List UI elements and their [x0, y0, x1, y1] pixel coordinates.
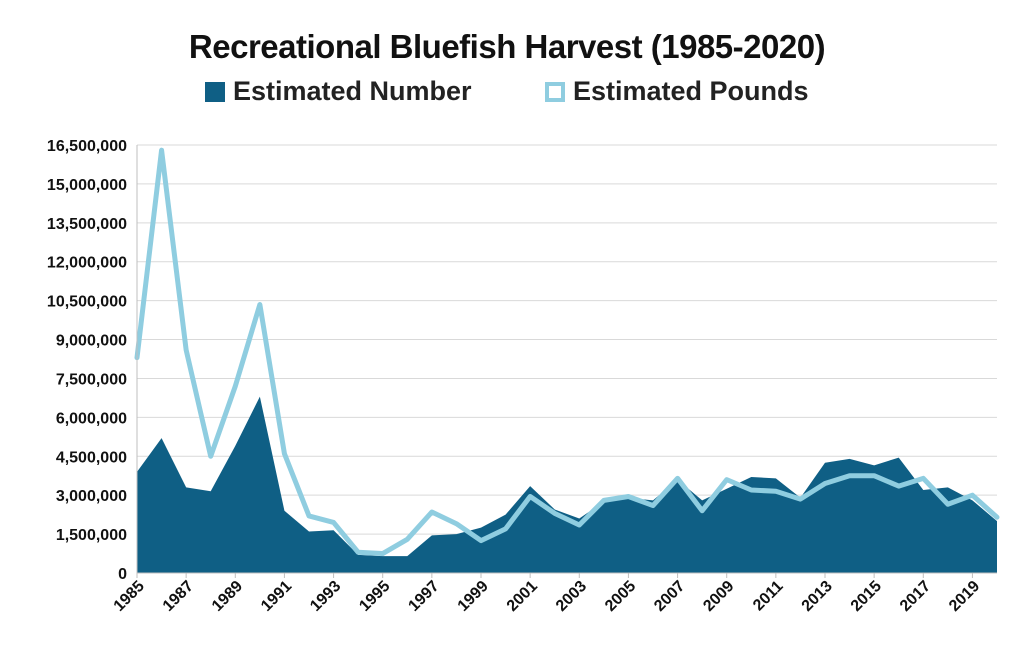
y-tick-label: 15,000,000 — [47, 177, 127, 194]
x-tick-label: 1993 — [307, 578, 344, 615]
y-tick-label: 10,500,000 — [47, 294, 127, 311]
chart-title: Recreational Bluefish Harvest (1985-2020… — [188, 28, 826, 65]
series-layer — [134, 147, 1000, 573]
x-tick-label: 2017 — [897, 578, 934, 615]
line-estimated-pounds — [134, 147, 1000, 557]
x-tick-label: 2001 — [504, 578, 541, 615]
x-tick-label: 1989 — [209, 578, 246, 615]
area-estimated-number — [137, 396, 997, 573]
legend-item-pounds: Estimated Pounds — [545, 76, 809, 107]
x-tick-label: 2003 — [553, 578, 590, 615]
x-tick-label: 1995 — [356, 578, 393, 615]
x-tick-label: 2015 — [848, 578, 885, 615]
y-tick-label: 7,500,000 — [56, 371, 127, 388]
y-tick-label: 16,500,000 — [47, 138, 127, 155]
legend-label-pounds: Estimated Pounds — [573, 76, 809, 106]
x-tick-label: 2005 — [602, 578, 639, 615]
x-tick-label: 2011 — [750, 578, 787, 615]
x-tick-labels: 1985 1987 1989 1991 1993 1995 1997 1999 2001 2003… — [111, 573, 983, 615]
y-tick-labels: 0 1,500,000 3,000,000 4,500,000 6,000,000 7,5… — [47, 138, 127, 583]
x-tick-label: 2019 — [946, 578, 983, 615]
y-tick-label: 3,000,000 — [56, 488, 127, 505]
x-tick-label: 2007 — [651, 578, 688, 615]
y-tick-label: 13,500,000 — [47, 216, 127, 233]
y-tick-label: 9,000,000 — [56, 333, 127, 350]
legend-item-number: Estimated Number — [205, 76, 472, 107]
axes — [136, 145, 997, 574]
y-tick-label: 1,500,000 — [56, 527, 127, 544]
y-tick-label: 12,000,000 — [47, 255, 127, 272]
legend: Estimated Number Estimated Pounds — [0, 76, 1024, 112]
x-tick-label: 1997 — [405, 578, 442, 615]
y-tick-label: 4,500,000 — [56, 449, 127, 466]
legend-swatch-number — [205, 81, 225, 102]
y-tick-label: 0 — [118, 566, 127, 583]
x-tick-label: 1991 — [258, 578, 295, 615]
legend-label-number: Estimated Number — [233, 76, 472, 106]
legend-swatch-pounds — [545, 81, 565, 102]
x-tick-label: 1999 — [455, 578, 492, 615]
x-tick-label: 1985 — [111, 578, 148, 615]
y-tick-label: 6,000,000 — [56, 410, 127, 427]
x-tick-label: 1987 — [160, 578, 197, 615]
x-tick-label: 2013 — [799, 578, 836, 615]
x-tick-label: 2009 — [700, 578, 737, 615]
